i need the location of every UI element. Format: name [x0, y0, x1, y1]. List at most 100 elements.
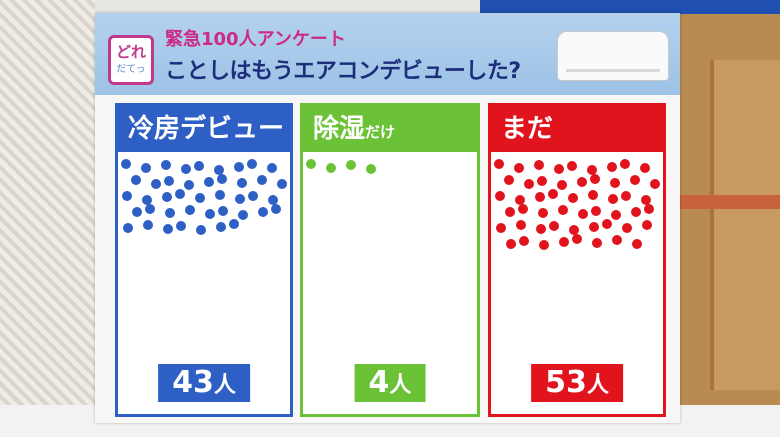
respondent-dot	[612, 235, 622, 245]
respondent-dot	[494, 159, 504, 169]
respondent-dot	[536, 224, 546, 234]
respondent-dot	[622, 223, 632, 233]
respondent-dot	[578, 209, 588, 219]
respondent-dot	[632, 239, 642, 249]
respondent-dot	[326, 163, 336, 173]
respondent-dot	[558, 205, 568, 215]
respondent-dot	[271, 204, 281, 214]
panel-dehumidify-only: 除湿だけ 4人	[300, 103, 480, 417]
respondent-dot	[640, 163, 650, 173]
count-badge: 4人	[354, 364, 426, 402]
respondent-dot	[515, 195, 525, 205]
respondent-dot	[214, 165, 224, 175]
program-logo: どれ だてっ	[108, 35, 154, 85]
respondent-dot	[162, 192, 172, 202]
background-door	[710, 60, 780, 390]
respondent-dot	[607, 162, 617, 172]
respondent-dot	[306, 159, 316, 169]
respondent-dot	[534, 160, 544, 170]
respondent-dot	[267, 163, 277, 173]
respondent-dot	[346, 160, 356, 170]
respondent-dot	[237, 178, 247, 188]
respondent-dot	[611, 210, 621, 220]
respondent-dot	[132, 207, 142, 217]
respondent-dot	[590, 174, 600, 184]
respondent-dot	[568, 193, 578, 203]
background-left	[0, 0, 95, 437]
count-badge: 53人	[531, 364, 623, 402]
respondent-dot	[631, 207, 641, 217]
respondent-dot	[164, 176, 174, 186]
panel-label: まだ	[491, 106, 663, 152]
respondent-dot	[644, 204, 654, 214]
panel-cooling-debut: 冷房デビュー 43人	[115, 103, 293, 417]
background-right	[680, 0, 780, 437]
survey-board: どれ だてっ 緊急100人アンケート ことしはもうエアコンデビューした? 冷房デ…	[95, 13, 680, 423]
respondent-dot	[238, 210, 248, 220]
respondent-dot	[215, 190, 225, 200]
respondent-dot	[268, 195, 278, 205]
respondent-dot	[121, 159, 131, 169]
respondent-dot	[145, 204, 155, 214]
respondent-dot	[630, 175, 640, 185]
respondent-dot	[195, 193, 205, 203]
respondent-dot	[518, 204, 528, 214]
respondent-dot	[610, 178, 620, 188]
respondent-dot	[194, 161, 204, 171]
respondent-dot	[537, 176, 547, 186]
respondent-dot	[218, 206, 228, 216]
respondent-dot	[234, 162, 244, 172]
respondent-dot	[247, 159, 257, 169]
respondent-dot	[535, 192, 545, 202]
panel-label: 除湿だけ	[303, 106, 477, 152]
respondent-dot	[142, 195, 152, 205]
respondent-dot	[257, 175, 267, 185]
survey-subtitle: 緊急100人アンケート	[165, 29, 346, 50]
respondent-dot	[650, 179, 660, 189]
respondent-dot	[524, 179, 534, 189]
respondent-dot	[143, 220, 153, 230]
respondent-dot	[504, 175, 514, 185]
logo-sub-text: だてっ	[116, 64, 146, 75]
respondent-dot	[602, 219, 612, 229]
count-badge: 43人	[158, 364, 250, 402]
respondent-dot	[589, 222, 599, 232]
respondent-dot	[217, 174, 227, 184]
background-plank	[680, 195, 780, 209]
respondent-dot	[163, 224, 173, 234]
respondent-dot	[165, 208, 175, 218]
respondent-dot	[141, 163, 151, 173]
respondent-dot	[539, 240, 549, 250]
dot-area	[118, 152, 290, 354]
respondent-dot	[122, 191, 132, 201]
board-header: どれ だてっ 緊急100人アンケート ことしはもうエアコンデビューした?	[95, 13, 680, 95]
respondent-dot	[185, 205, 195, 215]
respondent-dot	[567, 161, 577, 171]
respondent-dot	[549, 221, 559, 231]
respondent-dot	[235, 194, 245, 204]
respondent-dot	[548, 189, 558, 199]
respondent-dot	[131, 175, 141, 185]
respondent-dot	[557, 180, 567, 190]
respondent-dot	[176, 221, 186, 231]
respondent-dot	[229, 219, 239, 229]
respondent-dot	[495, 191, 505, 201]
logo-main-text: どれ	[115, 43, 146, 61]
ticker-strip	[480, 0, 780, 14]
respondent-dot	[248, 191, 258, 201]
panel-label: 冷房デビュー	[118, 106, 290, 152]
respondent-dot	[516, 220, 526, 230]
respondent-dot	[181, 164, 191, 174]
respondent-dot	[496, 223, 506, 233]
respondent-dot	[196, 225, 206, 235]
respondent-dot	[591, 206, 601, 216]
dot-area	[491, 152, 663, 354]
respondent-dot	[506, 239, 516, 249]
respondent-dot	[554, 164, 564, 174]
respondent-dot	[505, 207, 515, 217]
respondent-dot	[277, 179, 287, 189]
respondent-dot	[258, 207, 268, 217]
respondent-dot	[577, 177, 587, 187]
respondent-dot	[572, 234, 582, 244]
respondent-dot	[587, 165, 597, 175]
